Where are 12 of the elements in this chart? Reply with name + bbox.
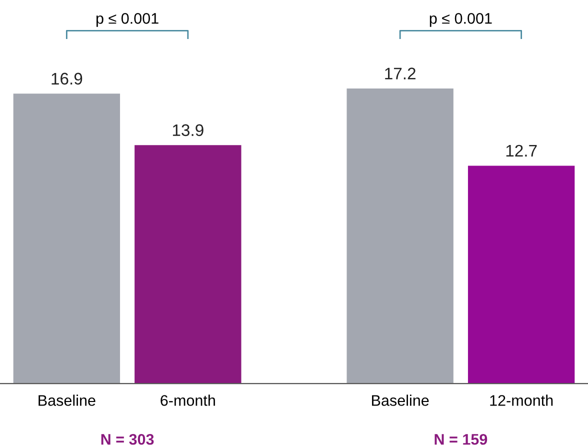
x-tick-label: 6-month bbox=[160, 394, 215, 406]
text: N = 303 bbox=[101, 434, 154, 445]
text: p ≤ 0.001 bbox=[430, 13, 492, 27]
x-tick-label: 12-month bbox=[490, 394, 553, 406]
text: N = 159 bbox=[434, 434, 488, 445]
x-tick-label: Baseline bbox=[38, 394, 96, 406]
data-label: 12.7 bbox=[506, 144, 537, 156]
x-tick-label: Baseline bbox=[372, 394, 429, 406]
data-label: 17.2 bbox=[385, 68, 416, 80]
text: p ≤ 0.001 bbox=[96, 13, 158, 27]
data-label: 16.9 bbox=[52, 72, 82, 85]
data-label: 13.9 bbox=[172, 124, 204, 136]
